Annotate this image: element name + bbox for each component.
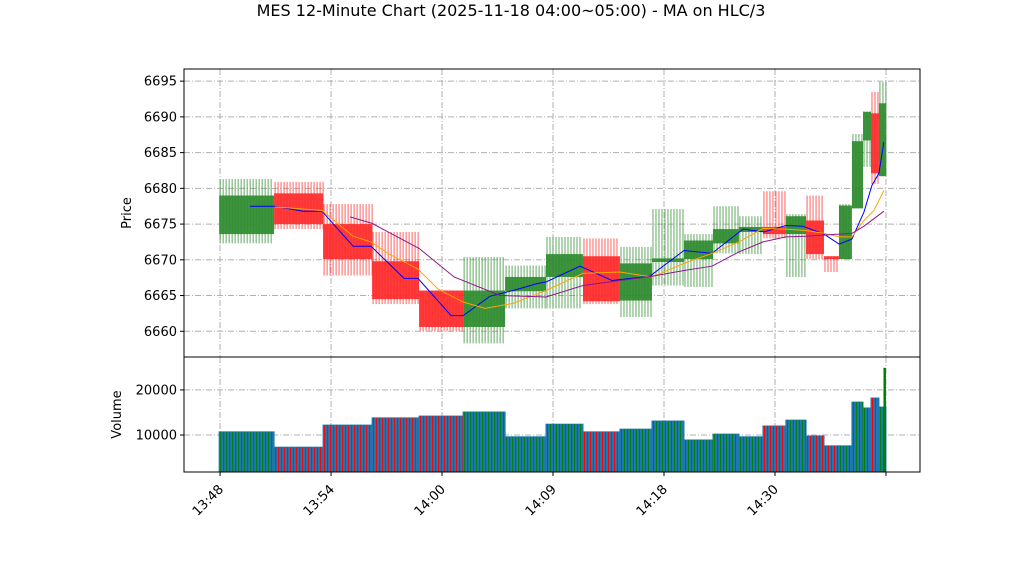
price-ytick-label: 6690 bbox=[144, 110, 177, 125]
candle-body bbox=[870, 113, 879, 174]
candle-body bbox=[878, 103, 886, 177]
volume-axes-frame bbox=[183, 356, 921, 473]
candle-body bbox=[419, 290, 464, 327]
volume-bar-fill bbox=[805, 435, 825, 473]
candle-body bbox=[863, 111, 871, 141]
price-ytick-label: 6695 bbox=[144, 75, 177, 90]
candle-body bbox=[838, 205, 852, 260]
price-axis-label: Price bbox=[120, 197, 135, 229]
price-ytick-label: 6680 bbox=[144, 182, 177, 197]
candle-7 bbox=[505, 265, 546, 309]
volume-bar-15 bbox=[762, 425, 787, 473]
volume-bar-10 bbox=[619, 428, 653, 473]
volume-bar-21 bbox=[862, 407, 872, 473]
candle-12 bbox=[683, 234, 714, 287]
volume-bar-20 bbox=[851, 401, 864, 473]
candle-16 bbox=[785, 214, 807, 277]
candle-1 bbox=[219, 179, 275, 244]
volume-bar-fill bbox=[582, 431, 621, 473]
candle-3 bbox=[323, 204, 373, 276]
candle-21 bbox=[863, 111, 871, 167]
volume-bar-13 bbox=[712, 433, 740, 473]
price-ytick-label: 6685 bbox=[144, 146, 177, 161]
candle-body bbox=[582, 256, 620, 302]
xtick-label: 13:54 bbox=[301, 482, 338, 519]
price-ytick-label: 6660 bbox=[144, 325, 177, 340]
volume-bar-2 bbox=[273, 446, 324, 473]
xtick-label: 14:00 bbox=[412, 482, 449, 519]
volume-bar-16 bbox=[785, 419, 807, 473]
volume-ytick-label: 20000 bbox=[136, 383, 177, 398]
candle-11 bbox=[651, 209, 684, 286]
candle-body bbox=[651, 258, 684, 262]
candle-body bbox=[505, 276, 546, 292]
xtick-label: 14:18 bbox=[634, 482, 671, 519]
price-ytick-label: 6665 bbox=[144, 289, 177, 304]
candle-body bbox=[762, 226, 786, 235]
candle-2 bbox=[274, 181, 324, 230]
volume-bar-fill bbox=[738, 436, 764, 473]
candle-9 bbox=[582, 238, 620, 305]
volume-bar-17 bbox=[805, 435, 825, 473]
candle-19 bbox=[838, 204, 852, 260]
price-ytick-label: 6675 bbox=[144, 218, 177, 233]
volume-bar-fill bbox=[218, 431, 275, 473]
xtick-label: 14:30 bbox=[745, 482, 782, 519]
candle-body bbox=[824, 256, 839, 260]
xtick-label: 14:09 bbox=[523, 482, 560, 519]
volume-bar-22 bbox=[870, 397, 880, 473]
candle-18 bbox=[824, 256, 839, 272]
candle-body bbox=[806, 220, 824, 255]
volume-bar-1 bbox=[218, 431, 275, 473]
volume-bar-19 bbox=[838, 445, 853, 473]
candle-5 bbox=[419, 290, 464, 332]
candle-body bbox=[219, 195, 275, 235]
candle-body bbox=[619, 263, 652, 301]
candle-13 bbox=[713, 206, 739, 254]
volume-bar-12 bbox=[683, 439, 714, 473]
volume-bar-5 bbox=[418, 415, 464, 473]
candle-body bbox=[713, 229, 739, 244]
volume-axis-label: Volume bbox=[110, 390, 125, 438]
candle-23 bbox=[878, 81, 887, 177]
volume-bar-8 bbox=[545, 423, 584, 473]
candle-body bbox=[463, 290, 506, 327]
volume-ytick-label: 10000 bbox=[136, 429, 177, 444]
volume-spike-bar bbox=[883, 367, 886, 472]
volume-bar-7 bbox=[504, 436, 547, 473]
volume-bar-9 bbox=[582, 431, 621, 473]
chart-title: MES 12-Minute Chart (2025-11-18 04:00~05… bbox=[256, 1, 766, 20]
ma-line-2 bbox=[274, 190, 885, 309]
candle-6 bbox=[463, 256, 506, 344]
candle-body bbox=[738, 226, 763, 232]
candle-body bbox=[545, 254, 583, 277]
volume-bar-14 bbox=[738, 436, 764, 473]
candle-8 bbox=[545, 236, 583, 309]
candle-body bbox=[683, 240, 714, 260]
candle-10 bbox=[619, 246, 652, 317]
volume-bar-3 bbox=[322, 424, 373, 473]
candle-22 bbox=[870, 91, 879, 185]
volume-bar-4 bbox=[371, 417, 420, 473]
candle-body bbox=[372, 261, 420, 300]
candle-14 bbox=[738, 216, 763, 255]
candle-body bbox=[851, 141, 864, 209]
volume-bar-11 bbox=[651, 420, 685, 473]
ma-line-3 bbox=[349, 210, 885, 298]
volume-bar-fill bbox=[462, 411, 506, 473]
xtick-label: 13:48 bbox=[190, 482, 227, 519]
candle-17 bbox=[806, 195, 824, 260]
price-ytick-label: 6670 bbox=[144, 253, 177, 268]
candle-20 bbox=[851, 134, 864, 209]
candle-body bbox=[323, 224, 373, 260]
volume-bar-18 bbox=[823, 445, 840, 473]
candle-4 bbox=[372, 231, 420, 305]
volume-bar-6 bbox=[462, 411, 506, 473]
